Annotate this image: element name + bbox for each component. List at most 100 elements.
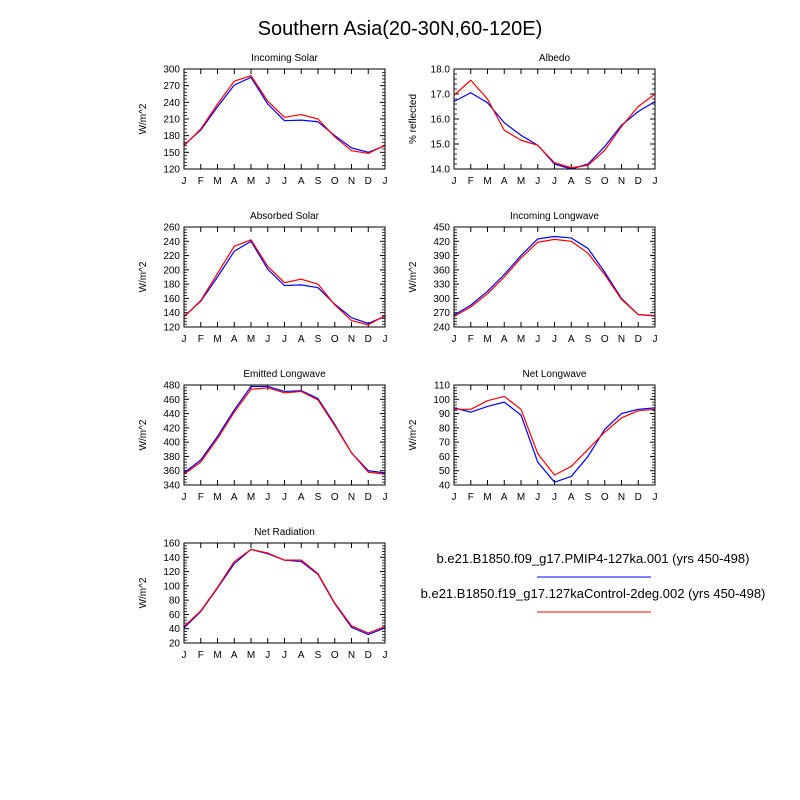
x-tick-label: O — [601, 176, 609, 187]
x-tick-label: O — [331, 176, 339, 187]
legend: b.e21.B1850.f09_g17.PMIP4-127ka.001 (yrs… — [421, 551, 765, 613]
x-tick-label: D — [635, 176, 642, 187]
x-tick-label: S — [315, 492, 322, 503]
x-tick-label: J — [552, 334, 557, 345]
x-tick-label: J — [452, 492, 457, 503]
y-tick-label: 200 — [163, 265, 180, 276]
y-tick-label: 40 — [439, 481, 451, 492]
x-tick-label: J — [535, 492, 540, 503]
y-tick-label: 60 — [169, 610, 181, 621]
x-tick-label: J — [282, 492, 287, 503]
x-tick-label: A — [231, 650, 238, 661]
x-tick-label: J — [452, 334, 457, 345]
series-line-red — [183, 75, 386, 155]
y-tick-label: 15.0 — [431, 140, 451, 151]
chart-panel: Incoming Solar W/m^2 120 150 180 210 240 270 300… — [138, 53, 388, 187]
y-tick-label: 420 — [163, 423, 180, 434]
series-line-red — [453, 238, 656, 318]
x-tick-label: J — [653, 176, 658, 187]
panel-title: Net Radiation — [254, 527, 315, 538]
x-tick-label: J — [653, 334, 658, 345]
y-tick-label: 440 — [163, 409, 180, 420]
x-tick-label: F — [198, 650, 204, 661]
y-axis-label: W/m^2 — [138, 261, 149, 292]
x-tick-label: J — [552, 176, 557, 187]
y-tick-label: 160 — [163, 294, 180, 305]
y-tick-label: 450 — [433, 223, 450, 234]
y-tick-label: 100 — [163, 581, 180, 592]
x-tick-label: D — [365, 492, 372, 503]
y-tick-label: 180 — [163, 131, 180, 142]
x-tick-label: M — [517, 334, 525, 345]
panel-title: Emitted Longwave — [243, 369, 326, 380]
y-tick-label: 14.0 — [431, 165, 451, 176]
y-tick-label: 140 — [163, 553, 180, 564]
x-tick-label: J — [265, 492, 270, 503]
y-tick-label: 120 — [163, 567, 180, 578]
y-tick-label: 80 — [439, 423, 451, 434]
y-axis-label: W/m^2 — [138, 419, 149, 450]
y-tick-label: 180 — [163, 280, 180, 291]
y-tick-label: 120 — [163, 323, 180, 334]
x-tick-label: S — [315, 334, 322, 345]
y-tick-label: 330 — [433, 280, 450, 291]
figure-title: Southern Asia(20-30N,60-120E) — [258, 18, 543, 40]
x-tick-label: F — [198, 492, 204, 503]
x-tick-label: D — [635, 492, 642, 503]
x-tick-label: J — [182, 176, 187, 187]
series-line-red — [183, 239, 386, 326]
x-tick-label: F — [468, 492, 474, 503]
x-tick-label: J — [182, 650, 187, 661]
panel-title: Net Longwave — [523, 369, 587, 380]
x-tick-label: N — [618, 334, 625, 345]
y-tick-label: 60 — [439, 452, 451, 463]
x-tick-label: J — [383, 334, 388, 345]
x-tick-label: D — [365, 176, 372, 187]
y-tick-label: 270 — [163, 81, 180, 92]
chart-panel: Emitted Longwave W/m^2 340 360 380 400 420 440 4… — [138, 369, 388, 503]
x-tick-label: O — [601, 334, 609, 345]
x-tick-label: S — [585, 334, 592, 345]
x-tick-label: M — [213, 176, 221, 187]
y-tick-label: 400 — [163, 438, 180, 449]
x-tick-label: M — [247, 650, 255, 661]
y-tick-label: 16.0 — [431, 115, 451, 126]
plot-frame — [183, 542, 386, 644]
x-tick-label: J — [383, 176, 388, 187]
y-tick-label: 140 — [163, 308, 180, 319]
series-line-blue — [183, 240, 386, 325]
legend-label-blue: b.e21.B1850.f09_g17.PMIP4-127ka.001 (yrs… — [437, 551, 750, 566]
y-tick-label: 50 — [439, 466, 451, 477]
x-tick-label: J — [182, 492, 187, 503]
x-tick-label: M — [213, 650, 221, 661]
series-line-blue — [453, 92, 656, 170]
y-tick-label: 150 — [163, 148, 180, 159]
x-tick-label: J — [535, 334, 540, 345]
x-tick-label: O — [331, 334, 339, 345]
y-axis-label: % reflected — [408, 94, 419, 144]
x-tick-label: F — [468, 176, 474, 187]
x-tick-label: A — [298, 650, 305, 661]
x-tick-label: J — [265, 334, 270, 345]
y-axis-label: W/m^2 — [138, 577, 149, 608]
y-tick-label: 270 — [433, 308, 450, 319]
x-tick-label: N — [348, 492, 355, 503]
x-tick-label: M — [247, 334, 255, 345]
chart-panel: Incoming Longwave W/m^2 240 270 300 330 360 390… — [408, 211, 658, 345]
x-tick-label: J — [265, 650, 270, 661]
x-tick-label: A — [568, 334, 575, 345]
y-tick-label: 18.0 — [431, 65, 451, 76]
series-line-red — [183, 387, 386, 475]
plot-frame — [453, 384, 656, 486]
y-tick-label: 240 — [163, 237, 180, 248]
x-tick-label: J — [535, 176, 540, 187]
y-tick-label: 360 — [433, 265, 450, 276]
panel-title: Absorbed Solar — [250, 211, 320, 222]
y-tick-label: 340 — [163, 481, 180, 492]
y-tick-label: 260 — [163, 223, 180, 234]
x-tick-label: J — [552, 492, 557, 503]
panel-title: Incoming Solar — [251, 53, 318, 64]
